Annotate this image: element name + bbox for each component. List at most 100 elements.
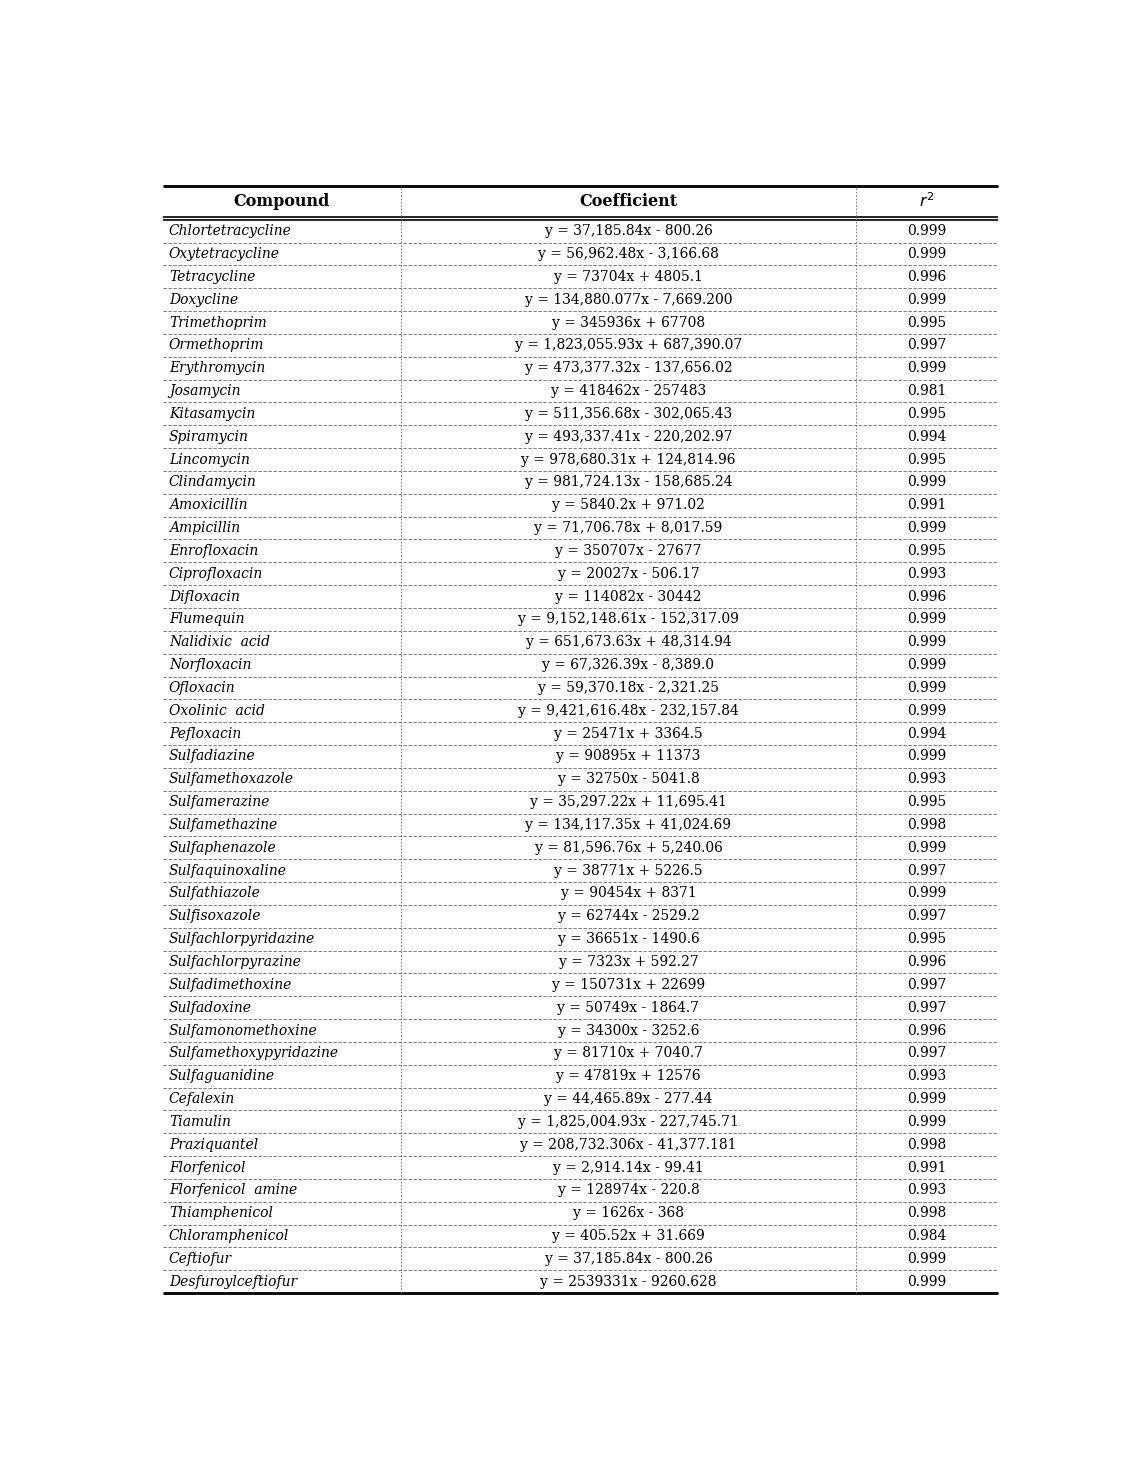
Text: 0.999: 0.999 (908, 361, 946, 375)
Text: Enrofloxacin: Enrofloxacin (169, 545, 258, 558)
Text: 0.999: 0.999 (908, 521, 946, 534)
Text: y = 36651x - 1490.6: y = 36651x - 1490.6 (557, 932, 699, 946)
Text: y = 511,356.68x - 302,065.43: y = 511,356.68x - 302,065.43 (525, 406, 732, 421)
Text: 0.993: 0.993 (908, 1069, 946, 1083)
Text: 0.996: 0.996 (908, 1023, 946, 1038)
Text: y = 90454x + 8371: y = 90454x + 8371 (561, 886, 696, 901)
Text: Sulfadimethoxine: Sulfadimethoxine (169, 977, 292, 992)
Text: y = 20027x - 506.17: y = 20027x - 506.17 (557, 567, 699, 581)
Text: Sulfaquinoxaline: Sulfaquinoxaline (169, 864, 287, 877)
Text: 0.997: 0.997 (907, 1001, 946, 1014)
Text: Ofloxacin: Ofloxacin (169, 682, 236, 695)
Text: Sulfathiazole: Sulfathiazole (169, 886, 261, 901)
Text: Sulfaphenazole: Sulfaphenazole (169, 841, 276, 855)
Text: Ciprofloxacin: Ciprofloxacin (169, 567, 263, 581)
Text: Sulfamerazine: Sulfamerazine (169, 795, 271, 810)
Text: y = 62744x - 2529.2: y = 62744x - 2529.2 (557, 910, 699, 923)
Text: y = 50749x - 1864.7: y = 50749x - 1864.7 (557, 1001, 699, 1014)
Text: 0.995: 0.995 (908, 545, 946, 558)
Text: 0.999: 0.999 (908, 749, 946, 764)
Text: y = 37,185.84x - 800.26: y = 37,185.84x - 800.26 (545, 1251, 713, 1266)
Text: y = 56,962.48x - 3,166.68: y = 56,962.48x - 3,166.68 (538, 247, 719, 261)
Text: 0.998: 0.998 (908, 818, 946, 832)
Text: 0.993: 0.993 (908, 773, 946, 786)
Text: 0.995: 0.995 (908, 315, 946, 330)
Text: 0.995: 0.995 (908, 452, 946, 467)
Text: Lincomycin: Lincomycin (169, 452, 249, 467)
Text: y = 978,680.31x + 124,814.96: y = 978,680.31x + 124,814.96 (521, 452, 735, 467)
Text: 0.995: 0.995 (908, 932, 946, 946)
Text: Ampicillin: Ampicillin (169, 521, 240, 534)
Text: 0.999: 0.999 (908, 886, 946, 901)
Text: 0.999: 0.999 (908, 1275, 946, 1288)
Text: 0.995: 0.995 (908, 406, 946, 421)
Text: Tiamulin: Tiamulin (169, 1114, 231, 1129)
Text: 0.996: 0.996 (908, 955, 946, 969)
Text: $r^2$: $r^2$ (919, 193, 935, 210)
Text: y = 73704x + 4805.1: y = 73704x + 4805.1 (554, 269, 703, 284)
Text: Sulfamonomethoxine: Sulfamonomethoxine (169, 1023, 318, 1038)
Text: 0.999: 0.999 (908, 224, 946, 238)
Text: Flumequin: Flumequin (169, 612, 245, 627)
Text: y = 208,732.306x - 41,377.181: y = 208,732.306x - 41,377.181 (520, 1138, 737, 1151)
Text: 0.981: 0.981 (907, 384, 946, 397)
Text: y = 350707x - 27677: y = 350707x - 27677 (555, 545, 702, 558)
Text: 0.999: 0.999 (908, 704, 946, 718)
Text: y = 1,823,055.93x + 687,390.07: y = 1,823,055.93x + 687,390.07 (514, 339, 742, 352)
Text: 0.997: 0.997 (907, 977, 946, 992)
Text: y = 418462x - 257483: y = 418462x - 257483 (550, 384, 706, 397)
Text: Erythromycin: Erythromycin (169, 361, 265, 375)
Text: y = 32750x - 5041.8: y = 32750x - 5041.8 (557, 773, 699, 786)
Text: y = 134,880.077x - 7,669.200: y = 134,880.077x - 7,669.200 (525, 293, 732, 306)
Text: 0.998: 0.998 (908, 1206, 946, 1220)
Text: Doxycline: Doxycline (169, 293, 238, 306)
Text: y = 9,152,148.61x - 152,317.09: y = 9,152,148.61x - 152,317.09 (518, 612, 739, 627)
Text: y = 71,706.78x + 8,017.59: y = 71,706.78x + 8,017.59 (535, 521, 723, 534)
Text: 0.999: 0.999 (908, 636, 946, 649)
Text: Pefloxacin: Pefloxacin (169, 727, 241, 740)
Text: Norfloxacin: Norfloxacin (169, 658, 252, 673)
Text: 0.999: 0.999 (908, 658, 946, 673)
Text: Difloxacin: Difloxacin (169, 590, 240, 604)
Text: y = 9,421,616.48x - 232,157.84: y = 9,421,616.48x - 232,157.84 (518, 704, 739, 718)
Text: Sulfisoxazole: Sulfisoxazole (169, 910, 262, 923)
Text: 0.994: 0.994 (907, 430, 946, 443)
Text: Praziquantel: Praziquantel (169, 1138, 258, 1151)
Text: 0.999: 0.999 (908, 475, 946, 489)
Text: y = 150731x + 22699: y = 150731x + 22699 (552, 977, 705, 992)
Text: y = 1,825,004.93x - 227,745.71: y = 1,825,004.93x - 227,745.71 (518, 1114, 739, 1129)
Text: Sulfadoxine: Sulfadoxine (169, 1001, 252, 1014)
Text: 0.993: 0.993 (908, 567, 946, 581)
Text: y = 81710x + 7040.7: y = 81710x + 7040.7 (554, 1047, 703, 1060)
Text: 0.984: 0.984 (907, 1229, 946, 1242)
Text: Sulfachlorpyridazine: Sulfachlorpyridazine (169, 932, 315, 946)
Text: Sulfamethoxazole: Sulfamethoxazole (169, 773, 294, 786)
Text: Florfenicol: Florfenicol (169, 1160, 246, 1175)
Text: Chloramphenicol: Chloramphenicol (169, 1229, 289, 1242)
Text: y = 59,370.18x - 2,321.25: y = 59,370.18x - 2,321.25 (538, 682, 719, 695)
Text: y = 345936x + 67708: y = 345936x + 67708 (552, 315, 705, 330)
Text: Amoxicillin: Amoxicillin (169, 498, 247, 512)
Text: y = 7323x + 592.27: y = 7323x + 592.27 (558, 955, 698, 969)
Text: 0.999: 0.999 (908, 682, 946, 695)
Text: Coefficient: Coefficient (580, 193, 678, 210)
Text: 0.994: 0.994 (907, 727, 946, 740)
Text: y = 2539331x - 9260.628: y = 2539331x - 9260.628 (540, 1275, 716, 1288)
Text: 0.991: 0.991 (907, 498, 946, 512)
Text: Nalidixic  acid: Nalidixic acid (169, 636, 270, 649)
Text: 0.997: 0.997 (907, 1047, 946, 1060)
Text: y = 493,337.41x - 220,202.97: y = 493,337.41x - 220,202.97 (525, 430, 732, 443)
Text: Cefalexin: Cefalexin (169, 1092, 235, 1105)
Text: y = 81,596.76x + 5,240.06: y = 81,596.76x + 5,240.06 (535, 841, 722, 855)
Text: 0.999: 0.999 (908, 1251, 946, 1266)
Text: Ceftiofur: Ceftiofur (169, 1251, 232, 1266)
Text: Trimethoprim: Trimethoprim (169, 315, 266, 330)
Text: y = 5840.2x + 971.02: y = 5840.2x + 971.02 (552, 498, 705, 512)
Text: y = 37,185.84x - 800.26: y = 37,185.84x - 800.26 (545, 224, 713, 238)
Text: Sulfamethoxypyridazine: Sulfamethoxypyridazine (169, 1047, 340, 1060)
Text: y = 114082x - 30442: y = 114082x - 30442 (555, 590, 702, 604)
Text: Ormethoprim: Ormethoprim (169, 339, 264, 352)
Text: 0.999: 0.999 (908, 612, 946, 627)
Text: 0.995: 0.995 (908, 795, 946, 810)
Text: y = 34300x - 3252.6: y = 34300x - 3252.6 (557, 1023, 699, 1038)
